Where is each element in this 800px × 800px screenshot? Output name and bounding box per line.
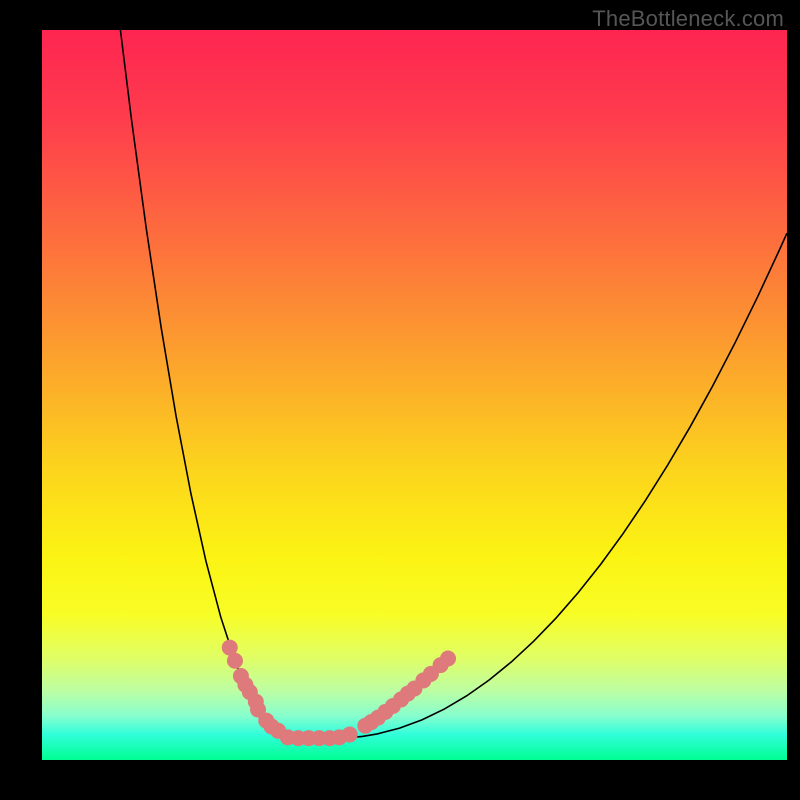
curve-path: [72, 30, 787, 738]
chart-overlay: [42, 30, 787, 760]
marker-dot: [441, 651, 456, 666]
plot-area: [42, 30, 787, 760]
marker-dot: [342, 727, 357, 742]
bottleneck-curve: [72, 30, 787, 738]
watermark-text: TheBottleneck.com: [592, 6, 784, 32]
marker-dot: [227, 653, 242, 668]
marker-dots: [222, 640, 455, 746]
